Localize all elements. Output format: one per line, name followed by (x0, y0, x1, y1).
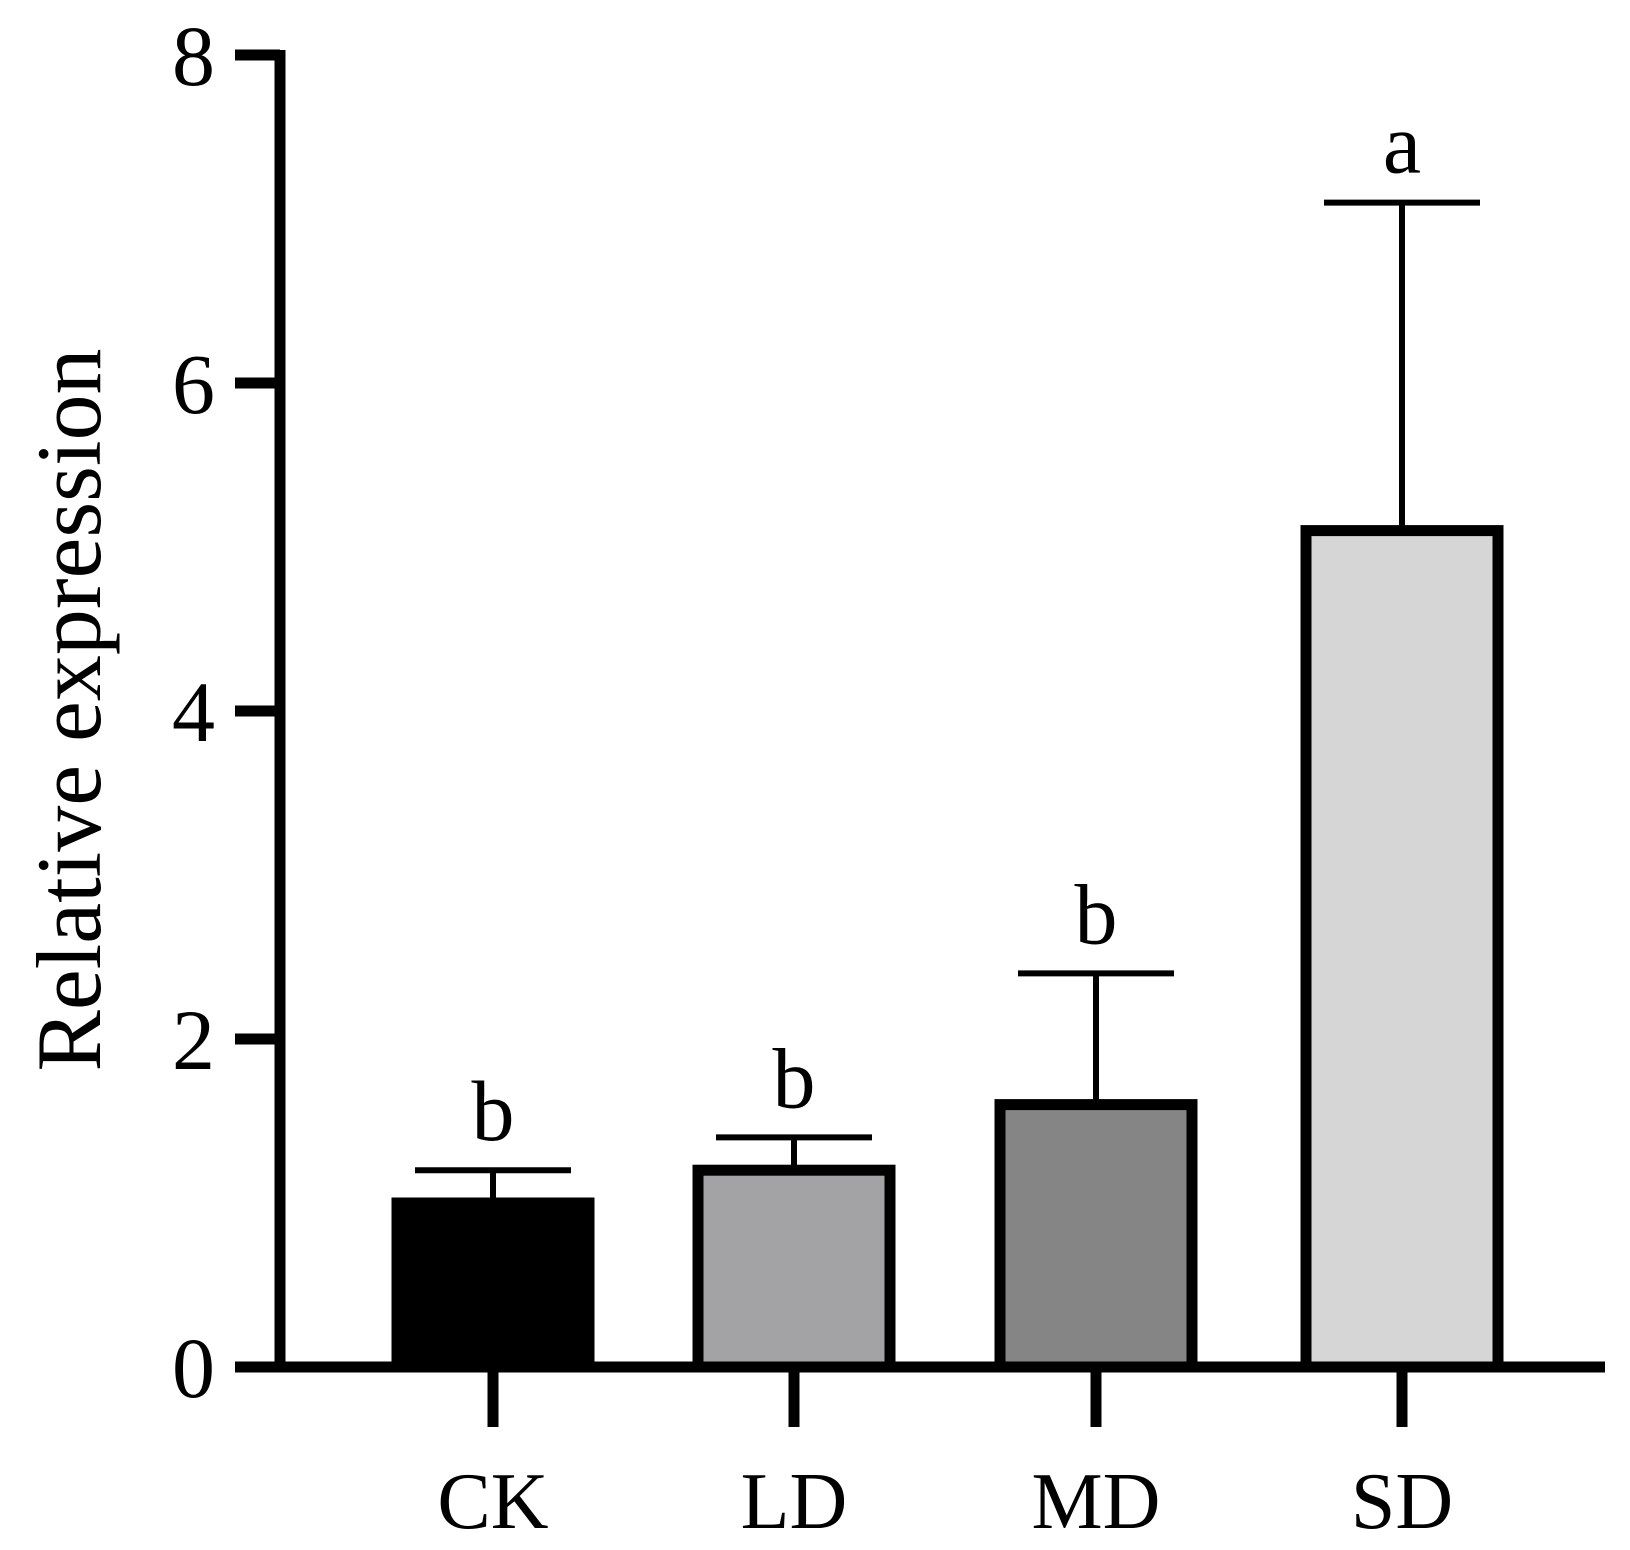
x-tick-label-md: MD (1032, 1458, 1161, 1546)
significance-label-ld: b (773, 1030, 816, 1126)
significance-label-sd: a (1383, 96, 1421, 192)
y-tick-label-4: 4 (172, 664, 215, 760)
y-tick-label-0: 0 (172, 1320, 215, 1416)
bar-ld (692, 1164, 896, 1373)
x-tick-label-sd: SD (1351, 1458, 1453, 1546)
significance-label-md: b (1075, 866, 1118, 962)
y-tick-label-6: 6 (172, 336, 215, 432)
bar-ck (391, 1197, 595, 1373)
x-tick-label-ck: CK (437, 1458, 548, 1546)
significance-label-ck: b (472, 1063, 515, 1159)
y-tick-label-2: 2 (172, 992, 215, 1088)
x-tick-label-ld: LD (741, 1458, 848, 1546)
bar-sd (1300, 525, 1504, 1373)
y-tick-label-8: 8 (172, 8, 215, 104)
y-axis-title: Relative expression (18, 348, 120, 1071)
bar-md (994, 1099, 1198, 1373)
